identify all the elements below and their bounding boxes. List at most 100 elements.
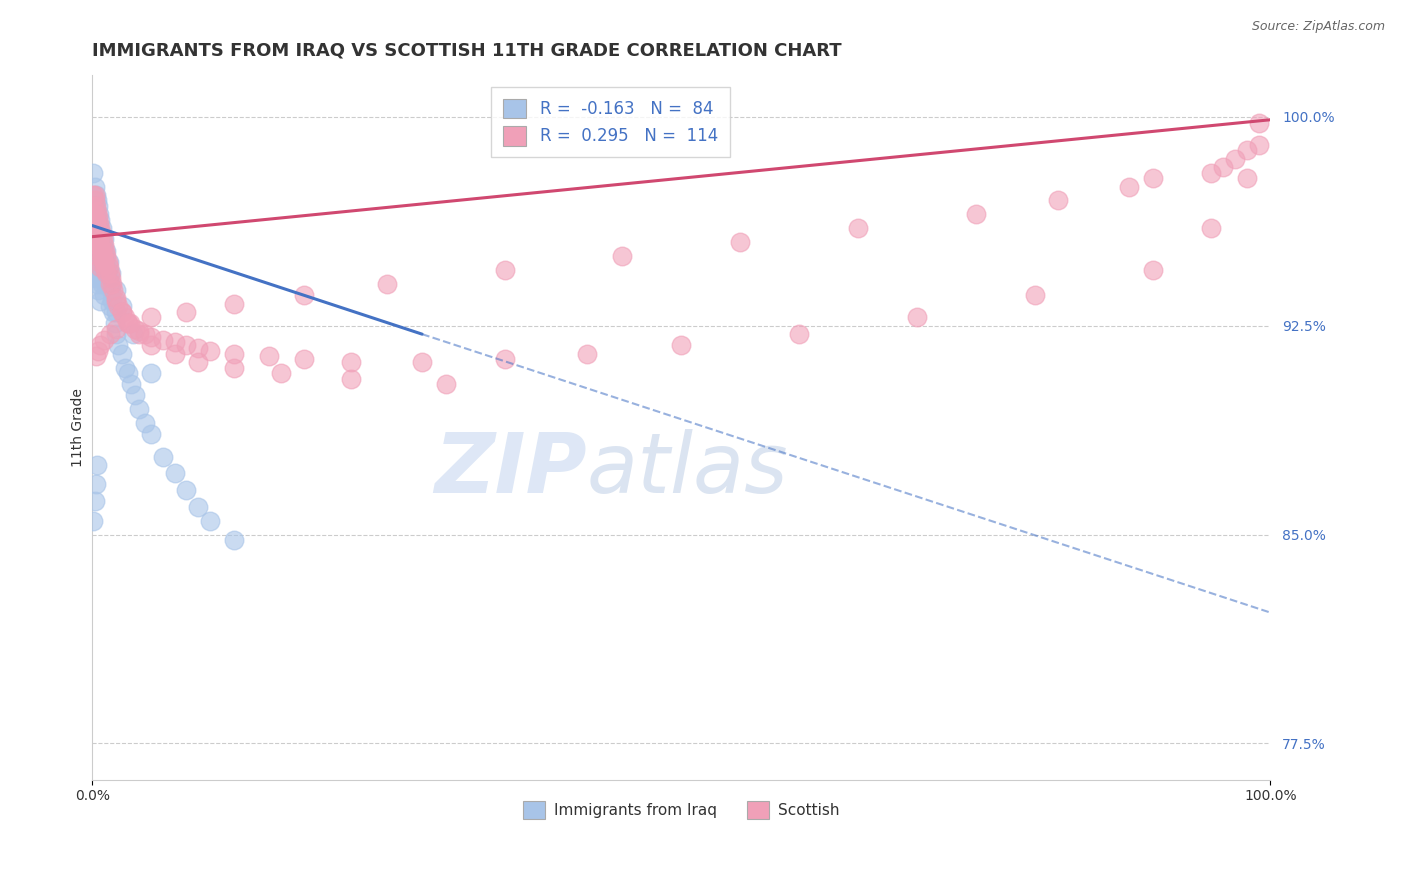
Point [104, 293, 127, 308]
Point [89, 260, 111, 275]
Point [82, 194, 104, 208]
Point [846, 221, 869, 235]
Point [93, 258, 115, 272]
Point [100, 271, 122, 285]
Point [111, 299, 134, 313]
Point [91, 238, 114, 252]
Point [89, 254, 111, 268]
Point [1142, 171, 1164, 186]
Point [84, 216, 107, 230]
Point [89, 232, 111, 246]
Point [83, 232, 105, 246]
Point [87, 199, 110, 213]
Point [93, 333, 115, 347]
Point [292, 352, 315, 367]
Point [98, 277, 121, 291]
Point [90, 221, 112, 235]
Point [1236, 144, 1258, 158]
Point [86, 210, 108, 224]
Point [1024, 288, 1046, 302]
Point [965, 207, 987, 221]
Point [97, 260, 120, 275]
Point [96, 244, 118, 258]
Point [101, 293, 124, 308]
Point [96, 266, 118, 280]
Point [84, 238, 107, 252]
Point [86, 249, 108, 263]
Point [86, 244, 108, 258]
Point [101, 277, 124, 291]
Point [222, 296, 245, 310]
Point [103, 316, 125, 330]
Point [104, 283, 127, 297]
Point [90, 232, 112, 246]
Point [139, 366, 162, 380]
Point [198, 343, 221, 358]
Point [93, 232, 115, 246]
Point [104, 327, 127, 342]
Point [89, 227, 111, 241]
Point [111, 305, 134, 319]
Point [139, 330, 162, 344]
Point [82, 199, 104, 213]
Point [83, 179, 105, 194]
Point [89, 235, 111, 250]
Point [89, 293, 111, 308]
Point [87, 283, 110, 297]
Point [87, 227, 110, 241]
Point [84, 271, 107, 285]
Point [107, 299, 129, 313]
Point [128, 327, 150, 342]
Point [83, 266, 105, 280]
Point [117, 366, 139, 380]
Point [87, 210, 110, 224]
Point [89, 207, 111, 221]
Point [187, 341, 209, 355]
Point [117, 316, 139, 330]
Point [100, 266, 122, 280]
Point [118, 316, 141, 330]
Point [163, 346, 186, 360]
Point [86, 221, 108, 235]
Point [94, 244, 117, 258]
Point [98, 327, 121, 342]
Point [82, 216, 104, 230]
Point [89, 266, 111, 280]
Point [1247, 137, 1270, 152]
Point [114, 360, 136, 375]
Point [96, 254, 118, 268]
Point [96, 277, 118, 291]
Y-axis label: 11th Grade: 11th Grade [72, 388, 86, 467]
Point [83, 194, 105, 208]
Point [198, 514, 221, 528]
Point [107, 338, 129, 352]
Point [82, 227, 104, 241]
Point [82, 188, 104, 202]
Point [84, 227, 107, 241]
Point [89, 244, 111, 258]
Point [100, 283, 122, 297]
Point [134, 416, 156, 430]
Point [87, 229, 110, 244]
Point [728, 235, 751, 250]
Point [104, 305, 127, 319]
Point [576, 346, 599, 360]
Point [257, 350, 280, 364]
Point [96, 263, 118, 277]
Point [94, 249, 117, 263]
Point [104, 291, 127, 305]
Point [89, 221, 111, 235]
Text: ZIP: ZIP [434, 429, 588, 510]
Point [152, 333, 174, 347]
Point [124, 388, 146, 402]
Point [91, 232, 114, 246]
Point [89, 216, 111, 230]
Point [270, 366, 292, 380]
Point [87, 235, 110, 250]
Point [1236, 171, 1258, 186]
Point [1118, 179, 1140, 194]
Point [90, 244, 112, 258]
Point [83, 494, 105, 508]
Point [222, 346, 245, 360]
Point [91, 252, 114, 266]
